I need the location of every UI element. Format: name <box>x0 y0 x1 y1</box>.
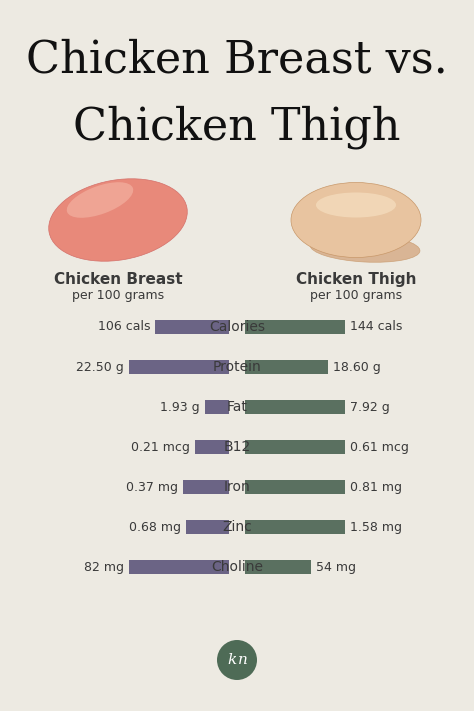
Text: k: k <box>228 653 237 667</box>
FancyBboxPatch shape <box>155 320 229 334</box>
Text: 54 mg: 54 mg <box>316 560 356 574</box>
Text: Choline: Choline <box>211 560 263 574</box>
FancyBboxPatch shape <box>129 360 229 374</box>
FancyBboxPatch shape <box>245 360 328 374</box>
FancyBboxPatch shape <box>245 520 345 534</box>
Text: 0.81 mg: 0.81 mg <box>350 481 402 493</box>
Ellipse shape <box>49 178 187 261</box>
Text: Zinc: Zinc <box>222 520 252 534</box>
Text: 7.92 g: 7.92 g <box>350 400 390 414</box>
Text: B12: B12 <box>223 440 251 454</box>
FancyBboxPatch shape <box>194 440 229 454</box>
Text: 0.68 mg: 0.68 mg <box>129 520 181 533</box>
Text: per 100 grams: per 100 grams <box>72 289 164 302</box>
Text: 1.93 g: 1.93 g <box>160 400 200 414</box>
Text: Chicken Breast: Chicken Breast <box>54 272 182 287</box>
Text: 22.50 g: 22.50 g <box>76 360 124 373</box>
Text: 82 mg: 82 mg <box>84 560 124 574</box>
Text: 1.58 mg: 1.58 mg <box>350 520 402 533</box>
Ellipse shape <box>67 182 133 218</box>
Ellipse shape <box>310 234 420 262</box>
FancyBboxPatch shape <box>129 560 229 574</box>
Text: Protein: Protein <box>213 360 261 374</box>
FancyBboxPatch shape <box>245 440 345 454</box>
FancyBboxPatch shape <box>183 480 229 494</box>
Text: Iron: Iron <box>224 480 250 494</box>
FancyBboxPatch shape <box>245 320 345 334</box>
Ellipse shape <box>291 183 421 257</box>
Text: 0.21 mcg: 0.21 mcg <box>131 441 190 454</box>
FancyBboxPatch shape <box>245 560 311 574</box>
Text: per 100 grams: per 100 grams <box>310 289 402 302</box>
FancyBboxPatch shape <box>205 400 229 414</box>
Text: 0.37 mg: 0.37 mg <box>126 481 178 493</box>
Text: Fat: Fat <box>227 400 247 414</box>
Text: 18.60 g: 18.60 g <box>333 360 381 373</box>
Text: 0.61 mcg: 0.61 mcg <box>350 441 409 454</box>
Circle shape <box>217 640 257 680</box>
Text: 106 cals: 106 cals <box>98 321 150 333</box>
Ellipse shape <box>316 193 396 218</box>
FancyBboxPatch shape <box>245 400 345 414</box>
Text: Chicken Thigh: Chicken Thigh <box>73 105 401 149</box>
Text: 144 cals: 144 cals <box>350 321 402 333</box>
Text: n: n <box>238 653 248 667</box>
Text: Chicken Thigh: Chicken Thigh <box>296 272 416 287</box>
FancyBboxPatch shape <box>186 520 229 534</box>
Text: Calories: Calories <box>209 320 265 334</box>
FancyBboxPatch shape <box>245 480 345 494</box>
Text: Chicken Breast vs.: Chicken Breast vs. <box>26 38 448 81</box>
